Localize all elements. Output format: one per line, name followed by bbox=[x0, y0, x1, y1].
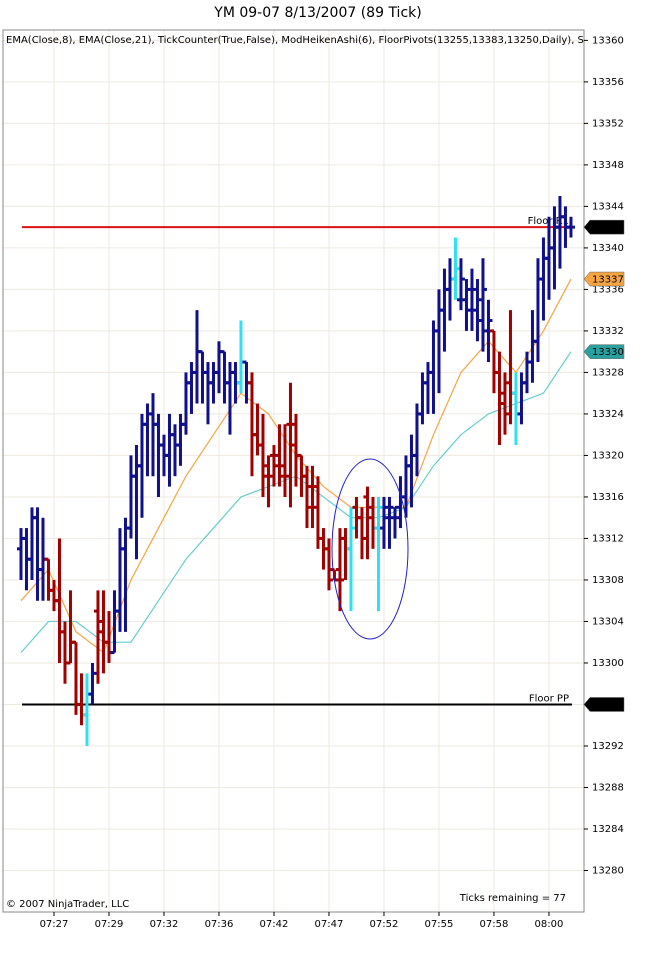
x-tick-label: 07:55 bbox=[425, 919, 454, 930]
y-tick-label: 13348 bbox=[592, 160, 624, 171]
copyright: © 2007 NinjaTrader, LLC bbox=[6, 899, 129, 910]
pivot-label: Floor PP bbox=[529, 693, 569, 704]
price-marker-label: 13342 bbox=[592, 223, 624, 234]
price-marker-label: 13296 bbox=[592, 700, 624, 711]
y-tick-label: 13332 bbox=[592, 326, 624, 337]
price-marker-label: 13330 bbox=[592, 347, 624, 358]
annotation-ellipse bbox=[331, 458, 409, 640]
y-tick-label: 13352 bbox=[592, 118, 624, 129]
y-tick-label: 13320 bbox=[592, 450, 624, 461]
price-marker bbox=[583, 697, 625, 712]
price-marker-label: 13337 bbox=[592, 275, 624, 286]
ticks-remaining: Ticks remaining = 77 bbox=[459, 893, 566, 904]
y-tick-label: 13280 bbox=[592, 865, 624, 876]
price-marker bbox=[583, 219, 625, 235]
x-tick-label: 07:52 bbox=[370, 919, 399, 930]
x-tick-label: 07:58 bbox=[480, 919, 509, 930]
x-tick-label: 07:32 bbox=[150, 919, 179, 930]
y-tick-label: 13344 bbox=[592, 201, 624, 212]
x-tick-label: 07:36 bbox=[205, 919, 234, 930]
y-tick-label: 13308 bbox=[592, 575, 624, 586]
x-tick-label: 07:42 bbox=[260, 919, 289, 930]
y-tick-label: 13356 bbox=[592, 77, 624, 88]
x-tick-label: 08:00 bbox=[535, 919, 564, 930]
x-tick-label: 07:27 bbox=[40, 919, 69, 930]
axes: 13280 13284 13288 13292 13296 13300 13304 13308… bbox=[40, 35, 625, 930]
y-tick-label: 13292 bbox=[592, 741, 624, 752]
plot-frame bbox=[2, 29, 585, 913]
y-tick-label: 13300 bbox=[592, 658, 624, 669]
y-tick-label: 13336 bbox=[592, 284, 624, 295]
y-tick-label: 13284 bbox=[592, 824, 624, 835]
x-tick-label: 07:29 bbox=[95, 919, 124, 930]
chart-title: YM 09-07 8/13/2007 (89 Tick) bbox=[213, 5, 421, 21]
y-tick-label: 13312 bbox=[592, 533, 624, 544]
y-tick-label: 13324 bbox=[592, 409, 624, 420]
y-tick-label: 13304 bbox=[592, 616, 624, 627]
y-tick-label: 13288 bbox=[592, 782, 624, 793]
y-tick-label: 13360 bbox=[592, 35, 624, 46]
price-marker bbox=[583, 271, 625, 287]
y-tick-label: 13316 bbox=[592, 492, 624, 503]
x-tick-label: 07:47 bbox=[315, 919, 344, 930]
y-tick-label: 13328 bbox=[592, 367, 624, 378]
indicator-list: EMA(Close,8), EMA(Close,21), TickCounter… bbox=[6, 35, 613, 46]
price-marker bbox=[583, 344, 625, 359]
y-tick-label: 13340 bbox=[592, 243, 624, 254]
grid bbox=[3, 30, 584, 912]
